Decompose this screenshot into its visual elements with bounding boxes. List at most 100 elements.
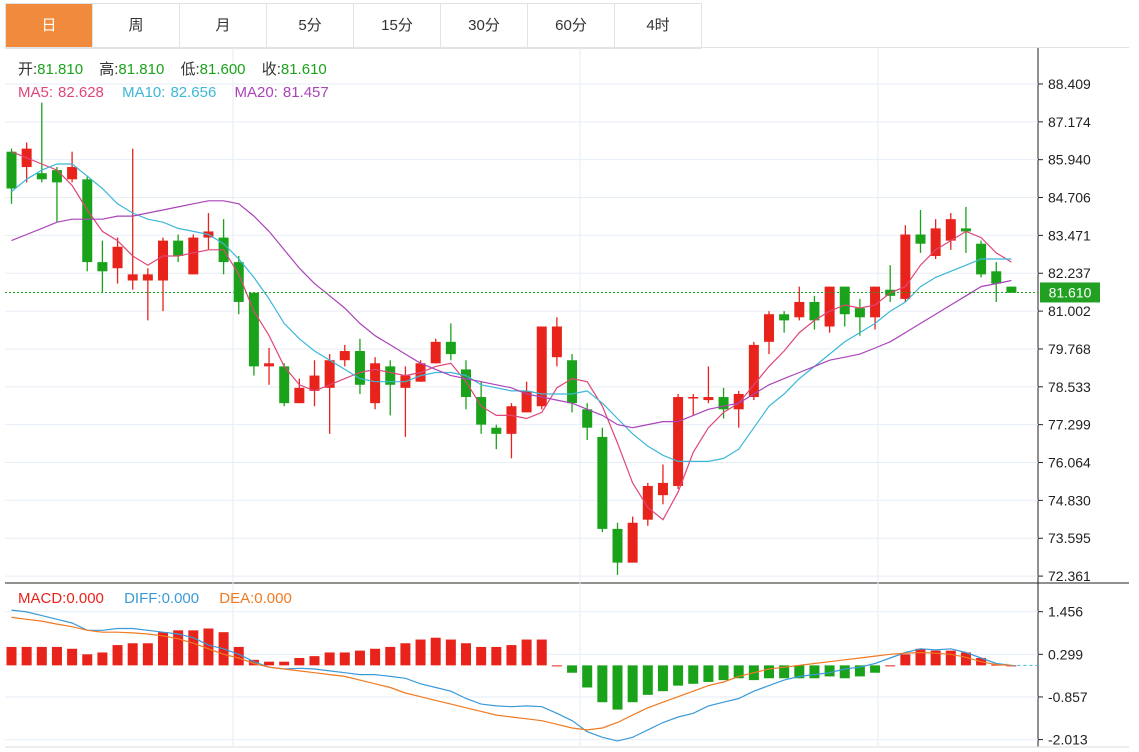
candle-body xyxy=(142,274,153,281)
candle-body xyxy=(764,314,774,342)
candle-body xyxy=(627,522,638,563)
macd-bar xyxy=(248,659,259,666)
close-label: 收: xyxy=(262,61,281,78)
ma5-label: MA5: xyxy=(18,84,53,101)
macd-bar xyxy=(67,648,78,666)
macd-bar xyxy=(642,665,653,695)
macd-bar xyxy=(809,665,820,679)
high-label: 高: xyxy=(99,61,118,78)
candle-body xyxy=(612,528,623,563)
tab-2[interactable]: 月 xyxy=(180,4,267,48)
price-tick-label: 83.471 xyxy=(1048,227,1091,243)
macd-bar xyxy=(612,665,623,710)
macd-bar xyxy=(521,639,532,666)
macd-bar xyxy=(461,643,471,666)
macd-bar xyxy=(264,661,275,666)
candle-body xyxy=(688,397,699,399)
candle-body xyxy=(324,360,335,388)
candle-body xyxy=(733,393,744,410)
candle-body xyxy=(567,360,578,404)
low-label: 低: xyxy=(180,61,199,78)
macd-bar xyxy=(400,643,411,666)
candle-body xyxy=(506,406,517,434)
macd-label: MACD: xyxy=(18,590,66,607)
macd-bar xyxy=(703,665,714,682)
diff-line xyxy=(11,609,1012,742)
dea-line xyxy=(11,616,1012,731)
macd-bar xyxy=(233,646,244,666)
candle-body xyxy=(36,173,47,180)
candle-body xyxy=(51,170,62,183)
ma20-value: 81.457 xyxy=(283,84,329,101)
macd-bar xyxy=(491,646,502,666)
price-tick-label: 76.064 xyxy=(1048,455,1091,471)
macd-bar xyxy=(21,646,32,666)
macd-panel xyxy=(6,609,1038,742)
candle-body xyxy=(597,436,608,529)
candle-body xyxy=(960,228,971,232)
candle-body xyxy=(173,240,184,256)
macd-bar xyxy=(142,643,153,666)
candle-body xyxy=(1006,286,1017,293)
candle-body xyxy=(264,363,275,367)
macd-bar xyxy=(870,665,881,673)
candle-body xyxy=(521,390,532,413)
macd-bar xyxy=(930,650,941,666)
macd-bar xyxy=(657,665,668,692)
candle-body xyxy=(809,301,820,321)
tab-6[interactable]: 60分 xyxy=(528,4,615,48)
candle-body xyxy=(673,397,684,486)
macd-tick-label: -2.013 xyxy=(1048,732,1088,748)
tab-3[interactable]: 5分 xyxy=(267,4,354,48)
macd-bar xyxy=(688,665,699,684)
ma10-line xyxy=(11,163,1012,462)
ohlc-legend: 开:81.810 高:81.810 低:81.600 收:81.610 xyxy=(18,61,327,78)
candle-body xyxy=(779,314,790,321)
candle-body xyxy=(97,262,108,272)
macd-bar xyxy=(960,652,971,666)
macd-bar xyxy=(203,628,214,666)
ma-lines xyxy=(11,151,1012,521)
price-tick-label: 88.409 xyxy=(1048,76,1091,92)
macd-bar xyxy=(506,645,517,666)
macd-bar xyxy=(97,652,108,666)
candle-body xyxy=(582,409,593,428)
price-tick-label: 87.174 xyxy=(1048,114,1091,130)
macd-bar xyxy=(370,648,381,666)
tab-4[interactable]: 15分 xyxy=(354,4,441,48)
macd-bar xyxy=(36,646,47,666)
candle-body xyxy=(930,228,941,256)
macd-bar xyxy=(309,656,320,666)
candle-body xyxy=(430,341,441,364)
open-value: 81.810 xyxy=(37,61,83,78)
ma5-line xyxy=(11,151,1012,521)
grid xyxy=(5,48,1038,747)
candle-body xyxy=(188,237,199,275)
close-value: 81.610 xyxy=(281,61,327,78)
macd-bar xyxy=(354,650,365,666)
dea-value: 0.000 xyxy=(254,590,292,607)
candle-body xyxy=(870,286,881,318)
tab-0[interactable]: 日 xyxy=(6,4,93,48)
price-tick-label: 72.361 xyxy=(1048,568,1091,584)
candle-body xyxy=(748,344,759,398)
current-price-tag-text: 81.610 xyxy=(1049,284,1092,300)
macd-bar xyxy=(718,665,729,681)
period-tabs: 日周月 5分 15分 30分 60分 4时 xyxy=(5,3,702,49)
price-tick-label: 84.706 xyxy=(1048,190,1091,206)
candle-body xyxy=(82,179,93,263)
macd-bar xyxy=(824,665,835,677)
candles xyxy=(6,102,1017,575)
macd-axis: 1.456 0.299 -0.857 -2.013 xyxy=(1038,604,1088,748)
tab-1[interactable]: 周 xyxy=(93,4,180,48)
candle-body xyxy=(339,351,350,361)
macd-bar xyxy=(188,630,199,666)
candle-body xyxy=(476,397,487,425)
tab-7[interactable]: 4时 xyxy=(615,4,702,48)
macd-tick-label: 0.299 xyxy=(1048,646,1083,662)
macd-bar xyxy=(51,646,62,666)
price-tick-label: 79.768 xyxy=(1048,341,1091,357)
tab-5[interactable]: 30分 xyxy=(441,4,528,48)
candle-body xyxy=(294,387,305,404)
macd-bar xyxy=(173,630,184,666)
